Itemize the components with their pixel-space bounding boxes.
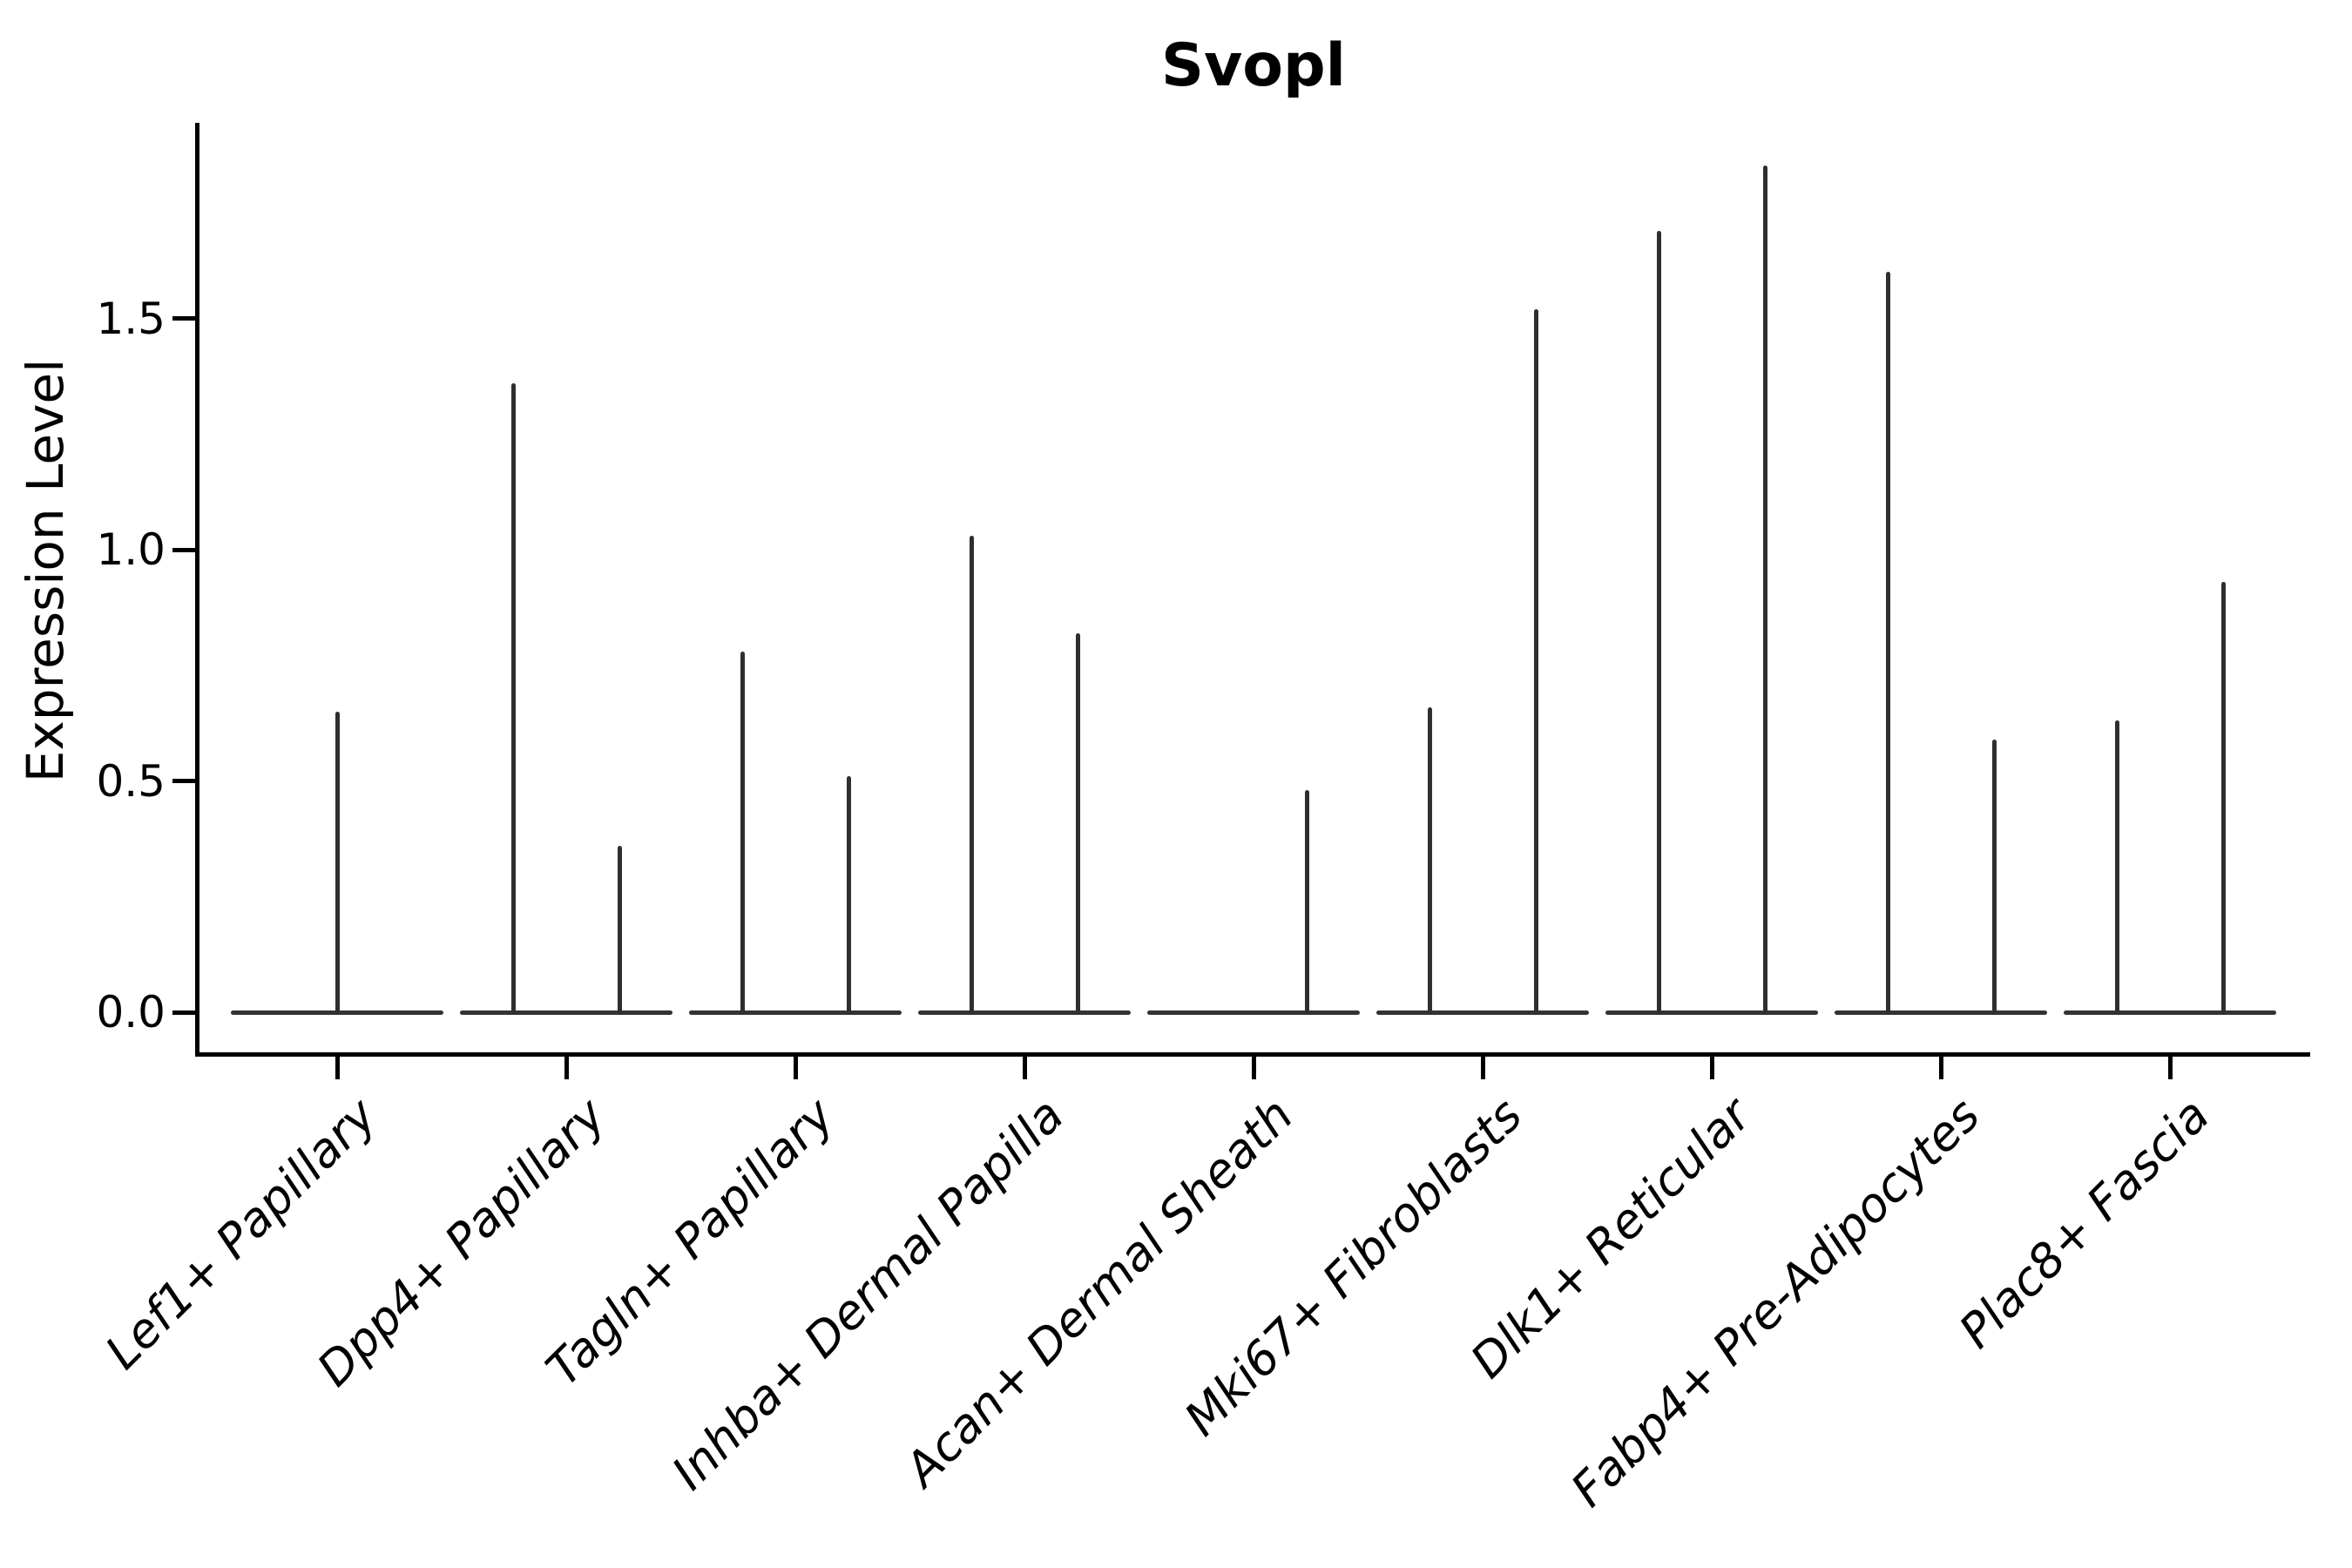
y-tick-mark (172, 1010, 195, 1015)
violin-baseline (689, 1010, 902, 1015)
x-tick-mark (1022, 1057, 1027, 1079)
chart-title: Svopl (1160, 31, 1347, 100)
violin-baseline (918, 1010, 1131, 1015)
violin-spike (846, 776, 851, 1015)
x-tick-mark (1709, 1057, 1714, 1079)
y-tick-label: 0.0 (96, 987, 166, 1037)
violin-spike (1991, 739, 1997, 1015)
x-tick-mark (2167, 1057, 2173, 1079)
y-tick-mark (172, 779, 195, 783)
y-axis-spine (195, 123, 199, 1057)
violin-spike (1533, 308, 1538, 1015)
violin-baseline (460, 1010, 672, 1015)
y-tick-mark (172, 547, 195, 552)
x-tick-label: Plac8+ Fascia (1948, 1087, 2220, 1359)
violin-spike (1304, 790, 1309, 1015)
x-tick-mark (1480, 1057, 1485, 1079)
y-tick-label: 1.0 (96, 524, 166, 575)
y-tick-mark (172, 316, 195, 321)
violin-baseline (1376, 1010, 1589, 1015)
violin-baseline (1605, 1010, 1818, 1015)
violin-spike (1427, 706, 1432, 1015)
violin-spike (2114, 720, 2119, 1015)
violin-spike (510, 382, 516, 1015)
x-tick-mark (793, 1057, 798, 1079)
violin-spike (2220, 582, 2226, 1015)
x-tick-mark (335, 1057, 340, 1079)
x-tick-mark (1251, 1057, 1256, 1079)
x-tick-mark (1938, 1057, 1943, 1079)
violin-baseline (1147, 1010, 1360, 1015)
x-tick-mark (564, 1057, 569, 1079)
y-tick-label: 1.5 (96, 293, 166, 344)
violin-spike (335, 711, 340, 1015)
violin-spike (969, 536, 974, 1015)
violin-spike (740, 651, 745, 1015)
violin-spike (1656, 230, 1661, 1015)
violin-spike (1885, 272, 1890, 1015)
violin-baseline (2064, 1010, 2276, 1015)
violin-baseline (1835, 1010, 2047, 1015)
violin-spike (1762, 166, 1767, 1015)
x-tick-label: Inhba+ Dermal Papilla (661, 1087, 1075, 1501)
violin-spike (617, 845, 622, 1015)
violin-spike (1075, 632, 1080, 1015)
x-tick-label: Fabp4+ Pre-Adipocytes (1560, 1087, 1991, 1517)
x-tick-label: Acan+ Dermal Sheath (894, 1087, 1304, 1497)
x-axis-spine (195, 1052, 2310, 1057)
y-tick-label: 0.5 (96, 755, 166, 807)
